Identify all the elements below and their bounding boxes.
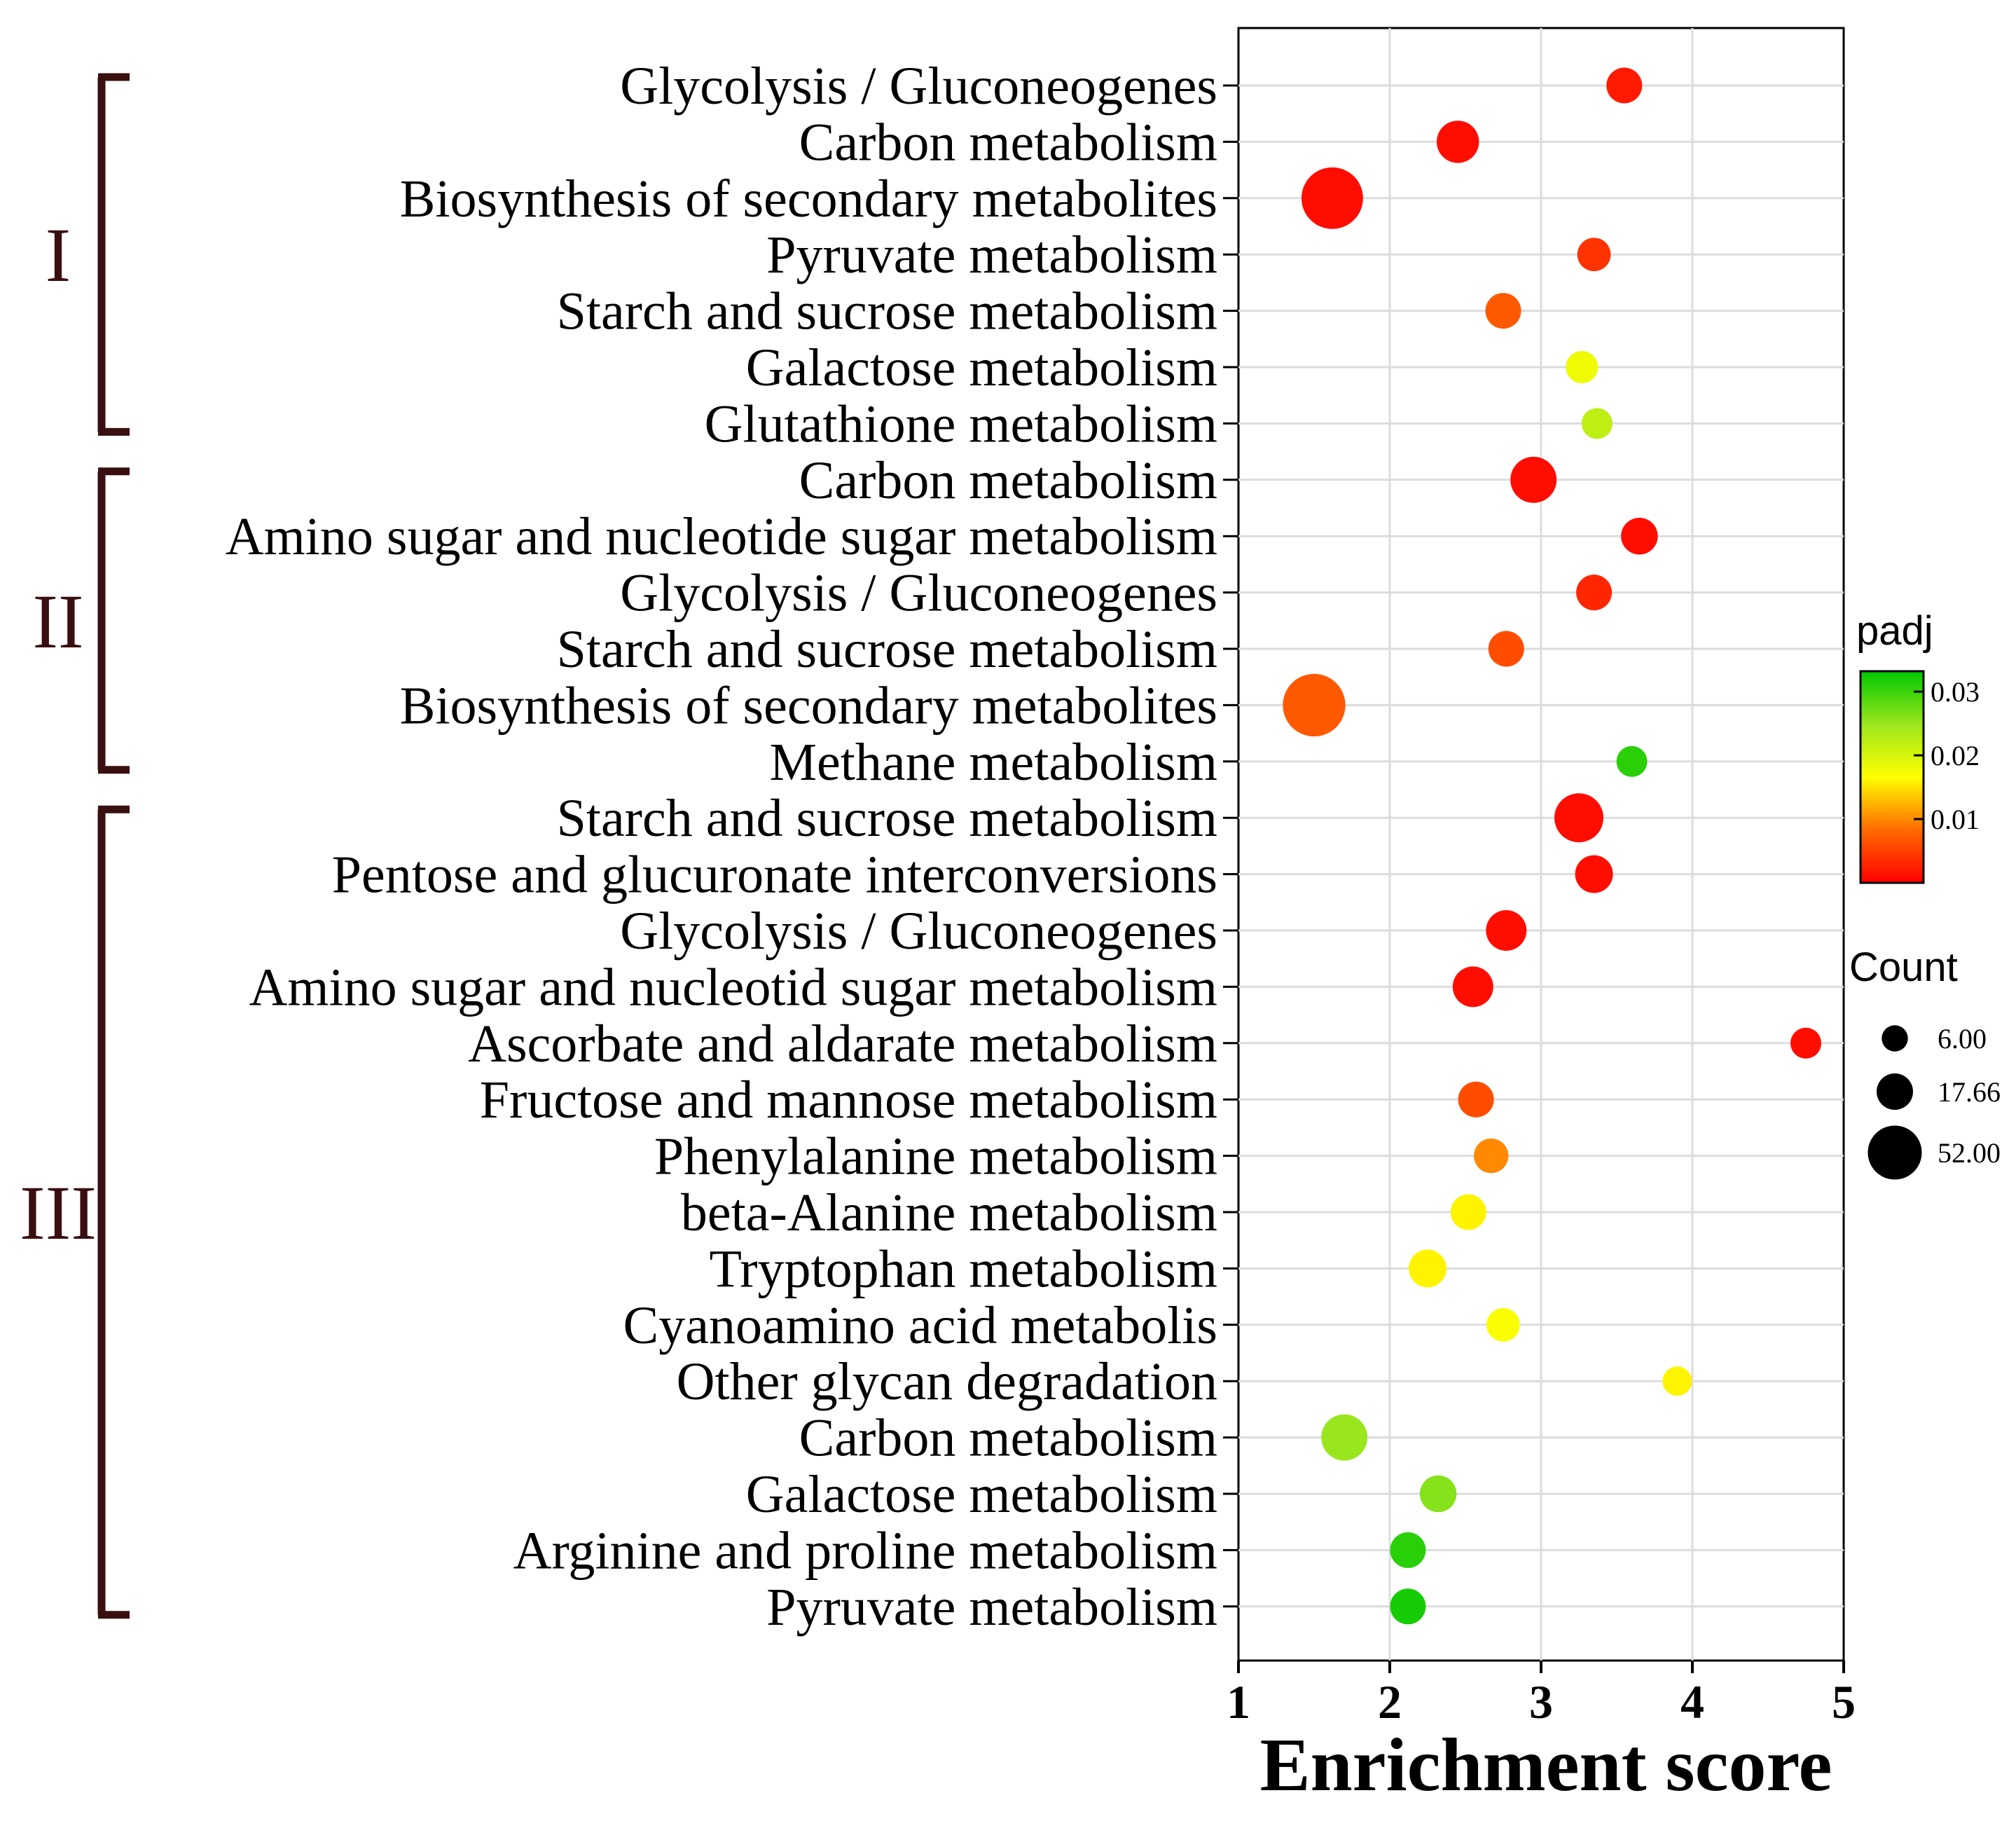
y-tick-label: Tryptophan metabolism <box>709 1239 1217 1298</box>
y-tick-label: Carbon metabolism <box>799 113 1217 172</box>
data-point <box>1790 1027 1822 1059</box>
size-legend-label: 52.00 <box>1938 1137 2001 1169</box>
y-tick-label: Phenylalanine metabolism <box>654 1127 1217 1186</box>
y-tick-label: Carbon metabolism <box>799 1409 1217 1468</box>
data-point <box>1458 1081 1494 1118</box>
group-label: III <box>20 1170 97 1256</box>
size-legend-dot <box>1882 1025 1908 1052</box>
y-tick-label: Amino sugar and nucleotide sugar metabol… <box>226 507 1217 566</box>
y-tick-label: Glycolysis / Gluconeogenes <box>620 902 1217 961</box>
data-point <box>1321 1414 1368 1461</box>
y-tick-label: Carbon metabolism <box>799 451 1217 510</box>
data-point <box>1566 351 1599 383</box>
x-tick-label: 2 <box>1378 1675 1402 1729</box>
data-point <box>1662 1366 1692 1396</box>
y-tick-label: Amino sugar and nucleotid sugar metaboli… <box>249 958 1217 1017</box>
data-point <box>1474 1138 1509 1174</box>
y-tick-label: Pentose and glucuronate interconversions <box>332 846 1217 905</box>
y-tick-label: Methane metabolism <box>769 733 1217 792</box>
y-tick-label: Ascorbate and aldarate metabolism <box>468 1015 1217 1073</box>
data-points <box>1283 67 1822 1625</box>
x-tick-label: 1 <box>1227 1675 1250 1729</box>
data-point <box>1576 575 1613 611</box>
size-legend-title: Count <box>1849 944 1958 990</box>
data-point <box>1485 293 1521 329</box>
x-tick-label: 4 <box>1680 1675 1704 1729</box>
data-point <box>1510 456 1557 503</box>
data-point <box>1419 1475 1457 1513</box>
group-label: I <box>46 212 71 298</box>
y-tick-label: Biosynthesis of secondary metabolites <box>400 170 1217 228</box>
y-tick-label: Pyruvate metabolism <box>766 226 1217 284</box>
data-point <box>1488 631 1524 667</box>
grid-lines <box>1238 28 1844 1661</box>
size-legend-label: 6.00 <box>1938 1023 1987 1054</box>
y-tick-label: Galactose metabolism <box>746 1465 1217 1524</box>
y-tick-label: Glutathione metabolism <box>705 394 1217 453</box>
data-point <box>1283 673 1346 737</box>
color-legend-tick-label: 0.03 <box>1931 676 1980 708</box>
y-tick-label: Other glycan degradation <box>677 1352 1217 1411</box>
group-label: II <box>32 579 83 664</box>
data-point <box>1486 910 1527 951</box>
size-legend-dot <box>1876 1073 1914 1111</box>
x-axis: 1 2 3 4 5 <box>1227 1661 1856 1729</box>
x-tick-label: 5 <box>1832 1675 1856 1729</box>
y-tick-label: Glycolysis / Gluconeogenes <box>620 564 1217 623</box>
data-point <box>1581 408 1613 439</box>
data-point <box>1577 238 1611 272</box>
data-point <box>1301 167 1363 229</box>
data-point <box>1486 1307 1520 1342</box>
data-point <box>1554 793 1603 843</box>
y-tick-label: beta-Alanine metabolism <box>681 1183 1217 1242</box>
y-tick-label: Glycolysis / Gluconeogenes <box>620 57 1217 116</box>
data-point <box>1436 121 1479 163</box>
data-point <box>1390 1588 1426 1625</box>
data-point <box>1452 966 1493 1008</box>
data-point <box>1450 1194 1486 1230</box>
color-legend-tick-label: 0.02 <box>1931 740 1980 771</box>
data-point <box>1390 1532 1426 1568</box>
y-tick-label: Starch and sucrose metabolism <box>557 282 1217 341</box>
color-legend-tick-label: 0.01 <box>1931 804 1980 835</box>
color-legend-bar <box>1859 670 1925 884</box>
y-tick-label: Biosynthesis of secondary metabolites <box>400 676 1217 735</box>
data-point <box>1621 517 1658 555</box>
y-tick-label: Pyruvate metabolism <box>766 1578 1217 1637</box>
y-tick-label: Arginine and proline metabolism <box>513 1521 1217 1580</box>
data-point <box>1616 745 1648 777</box>
x-axis-label: Enrichment score <box>1260 1724 1832 1807</box>
y-tick-label: Galactose metabolism <box>746 338 1217 397</box>
y-tick-label: Starch and sucrose metabolism <box>557 789 1217 848</box>
y-tick-label: Fructose and mannose metabolism <box>480 1071 1217 1129</box>
size-legend-label: 17.66 <box>1938 1076 2001 1108</box>
size-legend-dot <box>1867 1125 1922 1180</box>
y-tick-label: Starch and sucrose metabolism <box>557 620 1217 679</box>
data-point <box>1575 855 1613 893</box>
x-tick-label: 3 <box>1529 1675 1553 1729</box>
color-legend-title: padj <box>1856 608 1933 654</box>
y-tick-label: Cyanoamino acid metabolis <box>623 1296 1217 1355</box>
data-point <box>1409 1249 1447 1288</box>
legends: padj 0.03 0.02 0.01 Count 6.00 17.66 52.00 <box>1849 608 2001 1180</box>
data-point <box>1606 67 1643 104</box>
